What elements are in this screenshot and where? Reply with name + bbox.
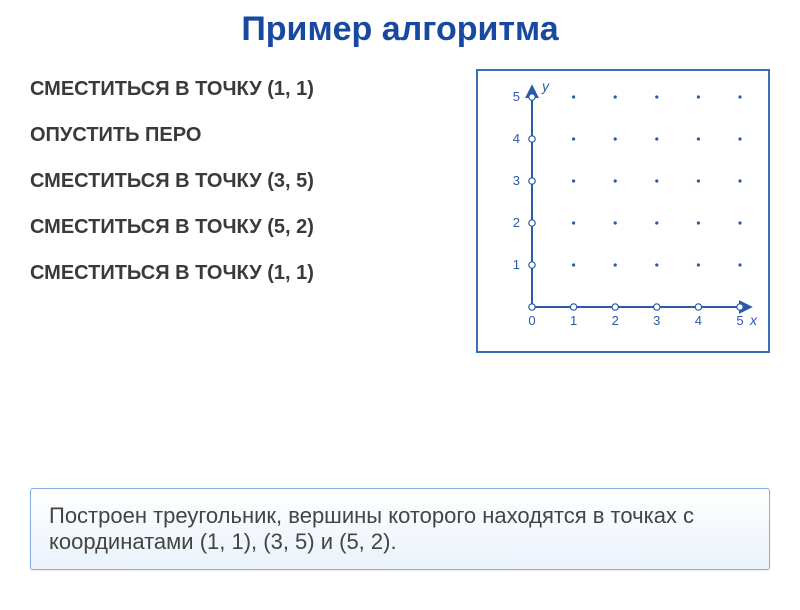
y-tick-marker	[529, 94, 535, 100]
content-row: СМЕСТИТЬСЯ В ТОЧКУ (1, 1) ОПУСТИТЬ ПЕРО …	[0, 69, 800, 353]
grid-point	[738, 137, 741, 140]
caption-box: Построен треугольник, вершины которого н…	[30, 488, 770, 570]
algorithm-steps: СМЕСТИТЬСЯ В ТОЧКУ (1, 1) ОПУСТИТЬ ПЕРО …	[30, 69, 466, 299]
y-tick-label: 5	[513, 89, 520, 104]
x-tick-label: 5	[736, 313, 743, 328]
grid-point	[572, 95, 575, 98]
grid-point	[614, 179, 617, 182]
x-tick-label: 2	[612, 313, 619, 328]
x-tick-marker	[737, 304, 743, 310]
grid-point	[655, 137, 658, 140]
y-tick-marker	[529, 136, 535, 142]
x-axis-label: x	[749, 312, 758, 328]
page-title: Пример алгоритма	[0, 10, 800, 49]
grid-point	[572, 137, 575, 140]
grid-point	[697, 221, 700, 224]
y-tick-marker	[529, 262, 535, 268]
step-item: СМЕСТИТЬСЯ В ТОЧКУ (5, 2)	[30, 207, 466, 247]
y-tick-label: 1	[513, 257, 520, 272]
step-item: СМЕСТИТЬСЯ В ТОЧКУ (1, 1)	[30, 253, 466, 293]
coordinate-chart: 01234512345xy	[488, 81, 758, 341]
grid-point	[697, 179, 700, 182]
y-axis-label: y	[541, 81, 550, 94]
grid-point	[738, 263, 741, 266]
x-tick-marker	[529, 304, 535, 310]
y-tick-label: 3	[513, 173, 520, 188]
x-tick-label: 4	[695, 313, 702, 328]
grid-point	[738, 179, 741, 182]
grid-point	[614, 263, 617, 266]
grid-point	[697, 95, 700, 98]
x-tick-label: 3	[653, 313, 660, 328]
grid-point	[697, 137, 700, 140]
grid-point	[738, 221, 741, 224]
grid-point	[572, 263, 575, 266]
grid-point	[614, 95, 617, 98]
x-tick-marker	[612, 304, 618, 310]
y-tick-marker	[529, 178, 535, 184]
grid-point	[655, 263, 658, 266]
grid-point	[697, 263, 700, 266]
grid-point	[614, 137, 617, 140]
grid-point	[572, 221, 575, 224]
step-item: ОПУСТИТЬ ПЕРО	[30, 115, 466, 155]
step-item: СМЕСТИТЬСЯ В ТОЧКУ (1, 1)	[30, 69, 466, 109]
x-tick-marker	[654, 304, 660, 310]
y-tick-label: 2	[513, 215, 520, 230]
coordinate-chart-frame: 01234512345xy	[476, 69, 770, 353]
grid-point	[655, 179, 658, 182]
grid-point	[655, 95, 658, 98]
grid-point	[614, 221, 617, 224]
x-tick-marker	[570, 304, 576, 310]
grid-point	[738, 95, 741, 98]
grid-point	[572, 179, 575, 182]
y-tick-label: 4	[513, 131, 520, 146]
x-tick-marker	[695, 304, 701, 310]
x-tick-label: 0	[528, 313, 535, 328]
step-item: СМЕСТИТЬСЯ В ТОЧКУ (3, 5)	[30, 161, 466, 201]
grid-point	[655, 221, 658, 224]
y-tick-marker	[529, 220, 535, 226]
x-tick-label: 1	[570, 313, 577, 328]
